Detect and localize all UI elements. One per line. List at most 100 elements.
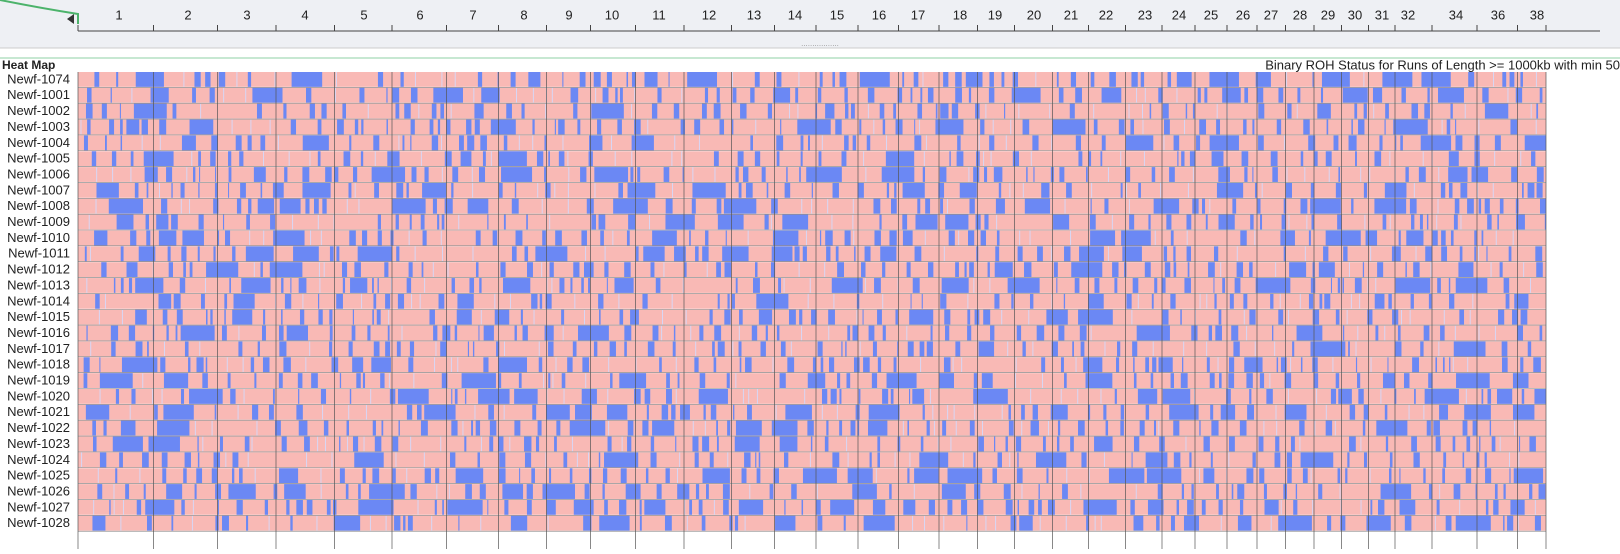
roh-segment — [374, 151, 376, 167]
roh-segment — [1423, 325, 1430, 341]
roh-segment — [1485, 468, 1492, 484]
roh-segment — [835, 119, 842, 135]
roh-segment — [607, 389, 609, 404]
chromosome-label: 17 — [911, 7, 925, 22]
roh-segment — [650, 262, 655, 278]
roh-segment — [1335, 309, 1340, 325]
roh-segment — [450, 357, 452, 373]
roh-segment — [306, 452, 308, 468]
roh-segment — [852, 214, 854, 230]
roh-segment — [652, 325, 659, 341]
roh-segment — [406, 182, 409, 198]
roh-segment — [262, 357, 270, 373]
roh-segment — [808, 135, 810, 151]
roh-segment — [1017, 499, 1020, 515]
roh-segment — [181, 135, 196, 151]
roh-segment — [644, 72, 658, 87]
roh-segment — [145, 214, 150, 230]
roh-segment — [131, 389, 136, 404]
roh-segment — [1078, 309, 1113, 325]
roh-segment — [836, 404, 838, 420]
roh-segment — [284, 484, 306, 499]
roh-segment — [589, 135, 603, 151]
roh-segment — [380, 373, 385, 388]
roh-segment — [335, 72, 337, 87]
roh-segment — [989, 135, 995, 151]
roh-segment — [1391, 246, 1401, 262]
roh-segment — [1071, 262, 1103, 278]
roh-segment — [961, 499, 968, 515]
roh-segment — [714, 167, 716, 182]
roh-segment — [567, 182, 569, 198]
roh-segment — [189, 389, 223, 404]
roh-segment — [1395, 135, 1397, 151]
roh-segment — [1478, 198, 1482, 214]
roh-segment — [909, 309, 934, 325]
roh-segment — [600, 230, 604, 246]
roh-segment — [958, 230, 960, 246]
roh-segment — [940, 198, 944, 214]
roh-segment — [188, 357, 191, 373]
roh-segment — [684, 262, 687, 278]
roh-segment — [1300, 151, 1304, 167]
roh-segment — [1120, 151, 1122, 167]
roh-segment — [801, 499, 804, 515]
roh-segment — [925, 135, 927, 151]
roh-segment — [261, 325, 266, 341]
roh-segment — [894, 182, 897, 198]
roh-segment — [909, 452, 911, 468]
roh-segment — [1509, 468, 1511, 484]
roh-segment — [274, 72, 276, 87]
roh-segment — [1001, 404, 1003, 420]
roh-segment — [545, 182, 551, 198]
roh-segment — [1064, 373, 1067, 388]
scroll-left[interactable] — [67, 14, 74, 24]
roh-segment — [503, 214, 506, 230]
roh-segment — [1010, 515, 1017, 531]
roh-segment — [1494, 325, 1496, 341]
roh-segment — [180, 389, 185, 404]
roh-segment — [1524, 135, 1546, 151]
roh-segment — [713, 357, 717, 373]
roh-segment — [320, 484, 322, 499]
roh-segment — [1128, 103, 1130, 119]
roh-segment — [1399, 499, 1416, 515]
roh-segment — [919, 452, 949, 468]
roh-segment — [479, 167, 486, 182]
chromosome-label: 31 — [1375, 7, 1389, 22]
resize-grip[interactable]: ................. — [801, 39, 839, 48]
roh-segment — [460, 151, 472, 167]
roh-segment — [1120, 182, 1123, 198]
roh-segment — [839, 389, 842, 404]
roh-segment — [1516, 214, 1525, 230]
roh-segment — [1166, 214, 1172, 230]
roh-segment — [528, 72, 541, 87]
roh-segment — [1237, 484, 1245, 499]
roh-segment — [377, 278, 379, 293]
roh-segment — [250, 357, 255, 373]
roh-segment — [922, 167, 926, 182]
roh-segment — [1472, 420, 1478, 436]
roh-segment — [494, 309, 510, 325]
roh-segment — [753, 278, 760, 293]
roh-segment — [894, 452, 896, 468]
roh-segment — [431, 515, 433, 531]
roh-segment — [994, 293, 1000, 309]
roh-segment — [1005, 135, 1007, 151]
roh-segment — [886, 373, 917, 388]
roh-segment — [1296, 103, 1298, 119]
roh-segment — [694, 357, 699, 373]
roh-segment — [1194, 309, 1196, 325]
roh-segment — [99, 357, 101, 373]
roh-segment — [595, 87, 597, 103]
roh-segment — [1493, 499, 1499, 515]
chromosome-label: 38 — [1530, 7, 1544, 22]
roh-segment — [284, 167, 288, 182]
roh-segment — [424, 468, 431, 484]
roh-segment — [1004, 103, 1006, 119]
roh-segment — [531, 293, 538, 309]
roh-segment — [133, 103, 167, 119]
roh-segment — [789, 103, 791, 119]
roh-segment — [665, 214, 695, 230]
roh-segment — [747, 230, 749, 246]
